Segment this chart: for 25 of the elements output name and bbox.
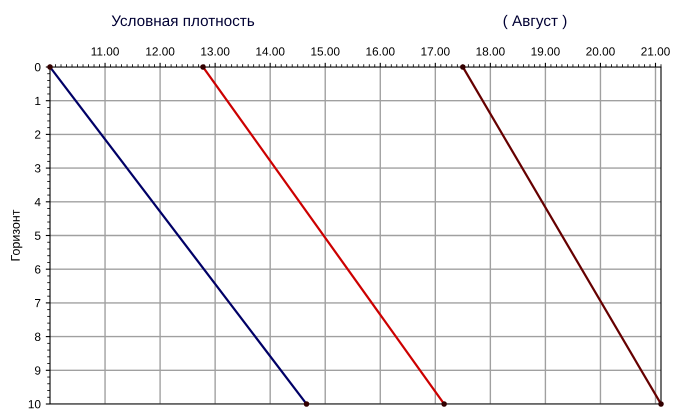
x-tick-label: 18.00 (476, 47, 505, 56)
y-tick-label: 5 (34, 232, 40, 240)
y-tick-label: 6 (35, 265, 40, 274)
x-tick-label: 20.00 (586, 47, 615, 56)
x-tick-label: 16.00 (366, 47, 395, 56)
y-tick-label: 9 (34, 366, 40, 375)
y-tick-label: 1 (35, 96, 40, 105)
y-axis-title: Горизонт (11, 210, 22, 260)
x-tick-label: 19.00 (532, 47, 560, 56)
x-tick-label: 15.00 (311, 47, 340, 56)
chart-subtitle: ( Август ) (504, 14, 566, 30)
x-tick-label: 21.00 (641, 47, 670, 56)
chart-title: Условная плотность (112, 15, 254, 26)
y-tick-label: 4 (34, 198, 41, 206)
x-tick-label: 14.00 (256, 47, 284, 56)
y-tick-label: 3 (34, 164, 40, 172)
y-tick-label: 0 (34, 63, 41, 72)
y-tick-label: 2 (35, 130, 40, 139)
x-tick-label: 13.00 (201, 47, 230, 56)
y-tick-label: 8 (34, 332, 40, 341)
y-tick-label: 7 (35, 299, 40, 308)
x-tick-label: 17.00 (421, 47, 450, 56)
x-tick-label: 12.00 (146, 47, 174, 56)
x-tick-label: 11.00 (92, 47, 119, 56)
y-tick-label: 10 (28, 400, 41, 408)
